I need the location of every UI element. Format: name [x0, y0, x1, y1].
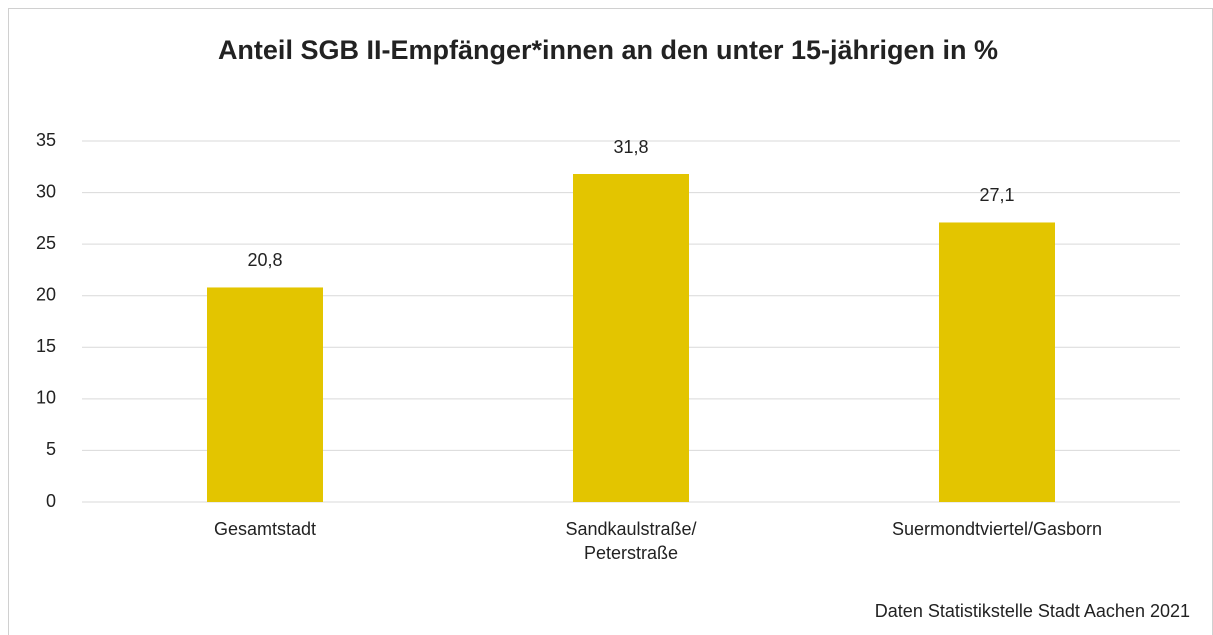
y-tick-label: 30 — [36, 181, 56, 201]
x-tick-label: Sandkaulstraße/Peterstraße — [565, 519, 696, 563]
data-label: 20,8 — [247, 250, 282, 270]
y-tick-label: 5 — [46, 439, 56, 459]
y-tick-label: 10 — [36, 388, 56, 408]
bar — [207, 287, 323, 502]
y-tick-label: 0 — [46, 491, 56, 511]
y-tick-label: 35 — [36, 130, 56, 150]
y-tick-label: 25 — [36, 233, 56, 253]
x-tick-label: Gesamtstadt — [214, 519, 316, 539]
bar — [573, 174, 689, 502]
x-tick-label: Suermondtviertel/Gasborn — [892, 519, 1102, 539]
data-label: 31,8 — [613, 137, 648, 157]
bar — [939, 222, 1055, 503]
source-note: Daten Statistikstelle Stadt Aachen 2021 — [875, 601, 1190, 621]
data-label: 27,1 — [979, 185, 1014, 205]
y-tick-label: 20 — [36, 284, 56, 304]
y-tick-label: 15 — [36, 336, 56, 356]
chart-title: Anteil SGB II-Empfänger*innen an den unt… — [218, 35, 998, 65]
